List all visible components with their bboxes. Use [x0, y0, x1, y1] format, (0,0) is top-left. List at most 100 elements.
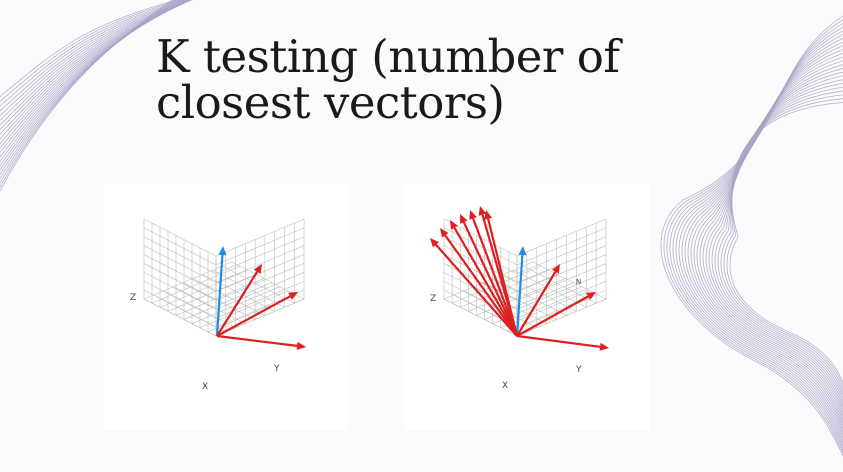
red-vector — [516, 292, 596, 337]
grid-line — [516, 298, 607, 337]
slide-title: K testing (number of closest vectors) — [156, 34, 676, 126]
red-vector — [516, 334, 609, 351]
grid-line — [443, 245, 518, 283]
left-vector-plot: Z X Y — [130, 218, 306, 392]
right-axis-label-n: N — [576, 278, 581, 286]
grid-line — [493, 278, 567, 316]
grid-line — [513, 269, 587, 308]
grid-line — [143, 227, 217, 266]
red-vector — [430, 238, 518, 337]
grid-line — [143, 218, 217, 257]
grid-line — [516, 272, 607, 310]
red-vector — [216, 334, 306, 350]
grid-line — [192, 278, 266, 316]
left-grid — [143, 218, 305, 337]
blue-vector — [215, 246, 227, 337]
grid-line — [163, 290, 236, 329]
wave-line — [705, 71, 843, 414]
wave-line — [675, 34, 843, 444]
grid-line — [143, 298, 217, 337]
grid-line — [159, 269, 249, 308]
wave-line — [693, 56, 843, 427]
wave-line — [708, 75, 843, 411]
wave-line — [660, 15, 843, 457]
left-axis-label-z: Z — [130, 293, 136, 303]
red-vector — [516, 264, 560, 337]
wave-line — [669, 26, 843, 450]
right-axis-label-x: X — [502, 381, 508, 391]
grid-line — [199, 290, 289, 329]
wave-line — [684, 45, 843, 436]
wave-line — [720, 90, 843, 396]
grid-line — [143, 263, 217, 301]
red-vector — [216, 264, 262, 337]
grid-line — [202, 274, 275, 312]
wave-line — [672, 30, 843, 447]
grid-line — [516, 263, 607, 301]
grid-line — [503, 274, 577, 312]
wave-line — [717, 87, 843, 400]
grid-line — [516, 245, 607, 283]
grid-line — [516, 218, 607, 257]
grid-line — [484, 282, 574, 320]
grid-line — [522, 265, 597, 304]
grid-line — [143, 280, 217, 319]
grid-line — [476, 278, 566, 316]
left-axis-label-y: Y — [273, 364, 280, 374]
right-vectors — [430, 206, 609, 351]
grid-line — [215, 280, 305, 319]
wave-line — [702, 68, 843, 418]
grid-line — [183, 282, 273, 320]
grid-line — [215, 218, 305, 257]
grid-line — [153, 294, 226, 333]
figure-right-3d-vectors: Z X Y N — [404, 184, 650, 430]
grid-line — [215, 227, 305, 266]
grid-line — [167, 274, 257, 312]
wave-line — [726, 98, 843, 389]
red-vector — [469, 210, 519, 337]
red-vector — [484, 210, 519, 337]
wave-line — [690, 53, 843, 430]
slide-title-line-1: K testing (number of — [156, 30, 620, 83]
wave-line — [699, 64, 843, 421]
right-vector-plot: Z X Y N — [430, 206, 609, 391]
red-vector — [216, 292, 298, 337]
blue-vector — [515, 246, 527, 337]
grid-line — [500, 290, 590, 329]
grid-line — [143, 272, 217, 310]
grid-line — [215, 245, 305, 283]
grid-line — [143, 254, 217, 292]
grid-line — [215, 298, 305, 337]
grid-line — [443, 227, 518, 266]
wave-line — [729, 102, 843, 384]
grid-line — [443, 261, 534, 300]
wave-line — [711, 79, 843, 407]
grid-line — [143, 261, 233, 300]
right-grid — [443, 218, 607, 337]
grid-line — [215, 236, 305, 275]
grid-line — [143, 236, 217, 275]
grid-line — [173, 286, 246, 324]
grid-line — [215, 263, 305, 301]
red-vector — [440, 228, 518, 337]
wave-line — [696, 60, 843, 424]
wave-line — [687, 49, 843, 433]
grid-line — [143, 245, 217, 283]
red-vector — [460, 214, 518, 337]
grid-line — [443, 298, 518, 337]
grid-line — [151, 265, 241, 304]
grid-line — [516, 236, 607, 275]
grid-line — [468, 274, 558, 312]
wave-line — [723, 94, 843, 392]
grid-line — [516, 254, 607, 292]
grid-line — [215, 272, 305, 310]
figure-left-3d-vectors: Z X Y — [104, 184, 348, 430]
wave-line — [678, 38, 843, 442]
slide-title-line-2: closest vectors) — [156, 76, 505, 129]
grid-line — [443, 236, 518, 275]
wave-line — [681, 41, 843, 439]
grid-line — [451, 265, 542, 304]
wave-line — [663, 19, 843, 455]
wave-line — [666, 23, 843, 452]
grid-line — [212, 269, 285, 308]
